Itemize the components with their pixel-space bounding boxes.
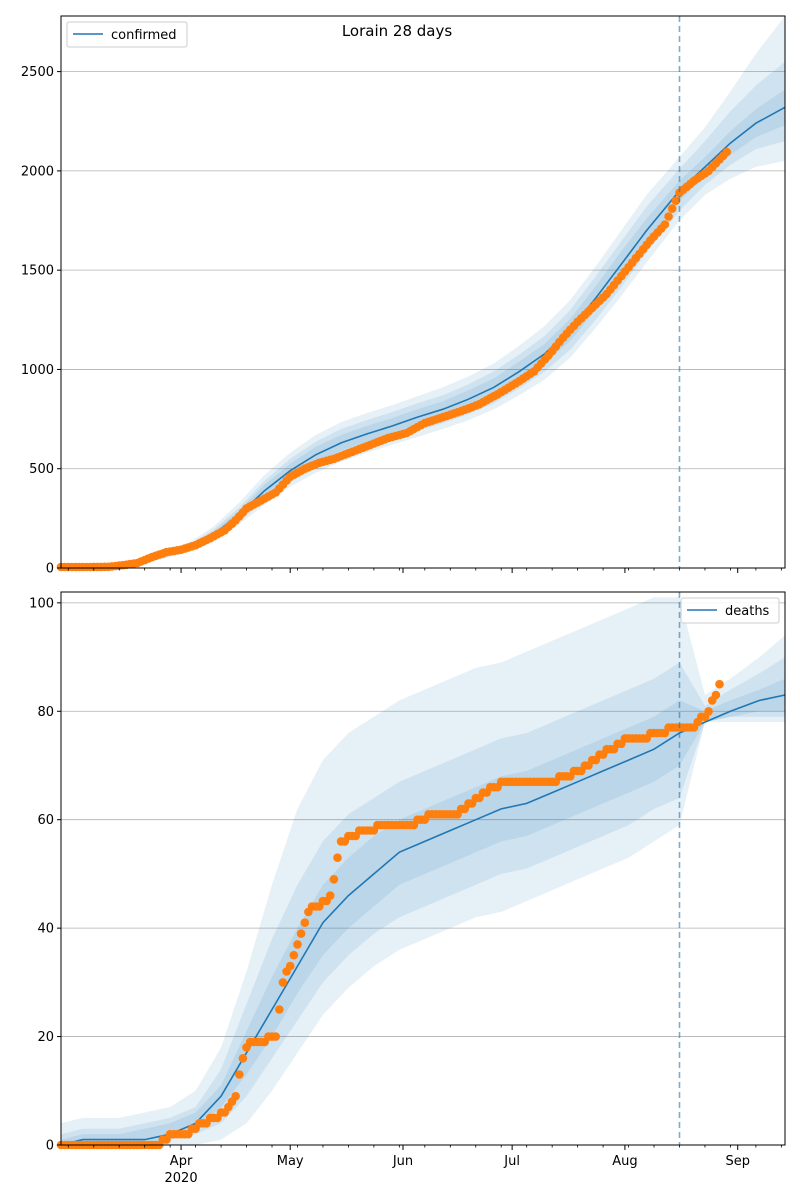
x-tick-label: Jun — [392, 1154, 413, 1169]
uncertainty-band — [61, 678, 785, 1145]
model-series-line — [60, 694, 786, 1146]
observed-point — [711, 690, 721, 700]
observed-point — [722, 147, 732, 157]
y-tick-label: 0 — [46, 1139, 54, 1154]
legend-entry-deaths: deaths — [725, 604, 770, 619]
x-tick-label: May — [277, 1154, 304, 1169]
x-tick-label: Sep — [725, 1154, 750, 1169]
y-tick-label: 2000 — [21, 164, 54, 179]
x-tick-label: Jul — [503, 1154, 520, 1169]
observed-point — [300, 918, 310, 927]
y-tick-label: 60 — [37, 813, 54, 828]
observed-point — [278, 978, 288, 987]
bottom-legend-box — [680, 597, 780, 624]
bottom-legend: deaths — [680, 597, 780, 624]
bottom-axes-frame — [60, 591, 786, 1146]
observed-point — [285, 961, 295, 971]
y-tick-label: 40 — [37, 922, 54, 937]
x-tick-label: Aug — [612, 1154, 637, 1169]
x-year-label: 2020 — [165, 1171, 198, 1186]
bottom-y-ticks: 0 20 40 60 80 100 — [29, 596, 61, 1154]
observed-point — [271, 1032, 281, 1041]
y-tick-label: 100 — [29, 596, 54, 611]
top-observed-points — [56, 147, 732, 572]
y-tick-label: 0 — [46, 562, 54, 577]
y-tick-label: 1000 — [21, 363, 54, 378]
y-tick-label: 500 — [29, 462, 54, 477]
observed-point — [671, 196, 681, 205]
chart-title: Lorain 28 days — [342, 22, 453, 40]
observed-point — [235, 1070, 244, 1079]
observed-point — [715, 679, 724, 689]
y-tick-label: 20 — [37, 1030, 54, 1045]
observed-point — [289, 950, 299, 960]
observed-point — [329, 875, 339, 884]
confirmed-panel: 0 500 1000 1500 2000 2500 Lorain 28 days conf… — [21, 15, 786, 577]
top-x-ticks — [67, 568, 782, 573]
observed-point — [704, 707, 713, 716]
top-legend: confirmed — [66, 21, 188, 48]
observed-point — [275, 1005, 284, 1014]
observed-point — [660, 220, 670, 229]
legend-entry-confirmed: confirmed — [111, 28, 177, 43]
top-axes-frame — [60, 15, 786, 569]
y-tick-label: 2500 — [21, 65, 54, 80]
bottom-x-ticks: Apr May Jun Jul Aug Sep — [67, 1145, 782, 1169]
top-y-ticks: 0 500 1000 1500 2000 2500 — [21, 65, 61, 577]
uncertainty-band — [61, 597, 785, 1145]
observed-point — [296, 929, 306, 938]
bottom-uncertainty-bands — [61, 597, 785, 1145]
observed-point — [664, 212, 673, 221]
observed-point — [667, 204, 677, 213]
observed-point — [333, 853, 342, 862]
observed-point — [238, 1054, 248, 1063]
top-legend-box — [66, 21, 188, 48]
observed-point — [325, 891, 335, 900]
observed-point — [231, 1091, 240, 1101]
uncertainty-band — [61, 657, 785, 1145]
deaths-panel: 0 20 40 60 80 100 Apr May Jun Jul Aug Sep 2020 dea… — [29, 591, 786, 1186]
y-tick-label: 1500 — [21, 264, 54, 279]
bottom-model-line — [60, 694, 786, 1146]
observed-point — [293, 940, 302, 949]
x-tick-label: Apr — [170, 1154, 193, 1169]
y-tick-label: 80 — [37, 705, 54, 720]
